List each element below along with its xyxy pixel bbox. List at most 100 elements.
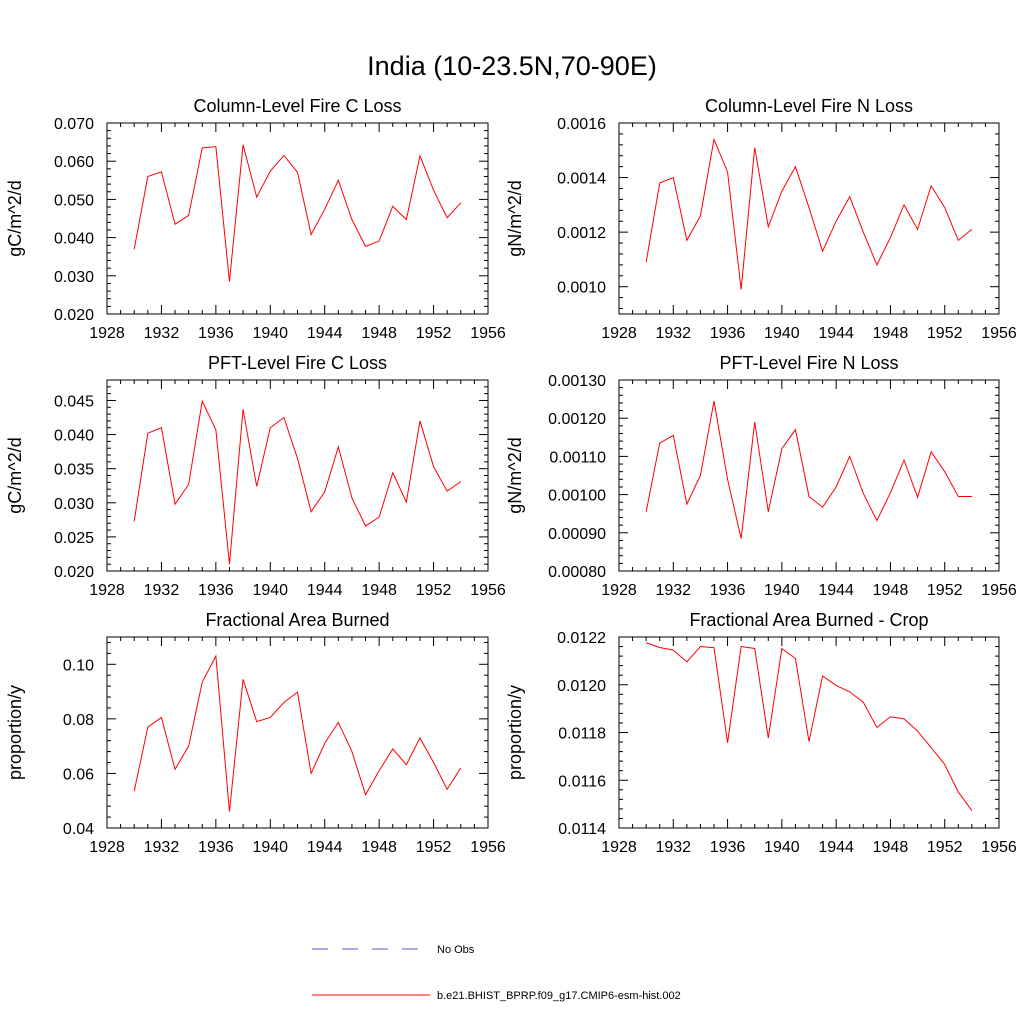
x-tick-label: 1948 (361, 325, 397, 342)
series-line (645, 642, 973, 811)
y-tick-label: 0.0118 (558, 726, 606, 743)
x-tick-label: 1956 (470, 582, 506, 599)
x-tick-label: 1944 (307, 839, 343, 856)
series-line (645, 400, 972, 539)
x-tick-label: 1956 (981, 582, 1017, 599)
x-tick-label: 1940 (764, 839, 800, 856)
x-tick-label: 1956 (470, 839, 506, 856)
y-axis-label: gC/m^2/d (5, 437, 25, 513)
y-tick-label: 0.00090 (548, 526, 606, 543)
y-tick-label: 0.045 (54, 393, 94, 410)
legend-model-label: b.e21.BHIST_BPRP.f09_g17.CMIP6-esm-hist.… (437, 990, 681, 1002)
y-tick-label: 0.0120 (557, 678, 606, 695)
x-tick-label: 1952 (927, 582, 963, 599)
x-tick-label: 1956 (981, 325, 1017, 342)
plot-frame (618, 379, 1000, 572)
y-tick-label: 0.10 (63, 657, 94, 674)
panel-title: PFT-Level Fire C Loss (208, 353, 387, 373)
figure-title: India (10-23.5N,70-90E) (367, 51, 657, 81)
y-tick-label: 0.030 (54, 269, 94, 286)
x-tick-label: 1936 (198, 325, 234, 342)
y-tick-label: 0.0114 (558, 821, 606, 838)
x-tick-label: 1928 (89, 839, 125, 856)
y-axis-label: gN/m^2/d (505, 437, 525, 513)
y-tick-label: 0.030 (54, 496, 94, 513)
x-tick-label: 1952 (927, 839, 963, 856)
panel-6: 1928 1932 1936 1940 1944 1948 1952 1956 0.0114 0.… (505, 610, 1017, 856)
y-tick-label: 0.0116 (558, 773, 606, 790)
series-line (133, 654, 462, 812)
x-tick-label: 1952 (416, 325, 452, 342)
x-tick-label: 1940 (764, 325, 800, 342)
x-tick-label: 1936 (198, 582, 234, 599)
series-line (133, 399, 462, 565)
y-tick-label: 0.00080 (548, 564, 606, 581)
y-tick-label: 0.0122 (557, 630, 606, 647)
x-tick-label: 1936 (710, 839, 746, 856)
panel-title: Fractional Area Burned (205, 610, 389, 630)
y-tick-label: 0.025 (54, 530, 94, 547)
x-tick-label: 1928 (601, 839, 637, 856)
x-tick-label: 1948 (361, 839, 397, 856)
x-tick-label: 1936 (710, 325, 746, 342)
x-tick-label: 1928 (89, 325, 125, 342)
y-tick-label: 0.020 (54, 307, 94, 324)
y-tick-label: 0.070 (54, 116, 94, 133)
panel-5: 1928 1932 1936 1940 1944 1948 1952 1956 0.04 0.06… (5, 610, 506, 856)
series-line (133, 144, 462, 282)
plot-frame (106, 379, 489, 572)
legend-obs-label: No Obs (437, 944, 475, 956)
x-tick-label: 1948 (873, 325, 909, 342)
y-tick-label: 0.0016 (557, 116, 606, 133)
y-tick-label: 0.08 (63, 712, 94, 729)
panel-title: PFT-Level Fire N Loss (719, 353, 898, 373)
x-tick-label: 1928 (601, 582, 637, 599)
x-tick-label: 1956 (470, 325, 506, 342)
x-tick-label: 1932 (144, 325, 180, 342)
x-tick-label: 1948 (873, 582, 909, 599)
y-tick-label: 0.00110 (549, 449, 606, 466)
x-tick-label: 1952 (416, 839, 452, 856)
y-tick-label: 0.00120 (548, 411, 606, 428)
legend: No Obs b.e21.BHIST_BPRP.f09_g17.CMIP6-es… (312, 944, 681, 1002)
y-axis-label: proportion/y (505, 685, 525, 780)
x-tick-label: 1936 (710, 582, 746, 599)
y-tick-label: 0.020 (54, 564, 94, 581)
x-tick-label: 1928 (89, 582, 125, 599)
panel-2: 1928 1932 1936 1940 1944 1948 1952 1956 0.0010 0.… (505, 96, 1017, 342)
plot-frame (618, 636, 1000, 829)
y-tick-label: 0.00100 (548, 488, 606, 505)
x-tick-label: 1948 (873, 839, 909, 856)
x-tick-label: 1944 (818, 325, 854, 342)
y-axis-label: gC/m^2/d (5, 180, 25, 256)
y-tick-label: 0.06 (63, 766, 94, 783)
x-tick-label: 1940 (252, 839, 288, 856)
x-tick-label: 1940 (252, 582, 288, 599)
plot-frame (106, 122, 489, 315)
panels: 1928 1932 1936 1940 1944 1948 1952 1956 0.020 0.0… (5, 96, 1017, 856)
panel-4: 1928 1932 1936 1940 1944 1948 1952 1956 0.00080 0… (505, 353, 1017, 599)
x-tick-label: 1932 (655, 325, 691, 342)
panel-title: Fractional Area Burned - Crop (689, 610, 928, 630)
y-axis-label: proportion/y (5, 685, 25, 780)
y-tick-label: 0.035 (54, 462, 94, 479)
x-tick-label: 1944 (307, 582, 343, 599)
plot-frame (618, 122, 1000, 315)
x-tick-label: 1944 (818, 582, 854, 599)
y-tick-label: 0.0012 (557, 225, 606, 242)
y-tick-label: 0.060 (54, 154, 94, 171)
x-tick-label: 1936 (198, 839, 234, 856)
y-tick-label: 0.0014 (557, 171, 606, 188)
x-tick-label: 1928 (601, 325, 637, 342)
x-tick-label: 1952 (927, 325, 963, 342)
y-tick-label: 0.040 (54, 231, 94, 248)
y-tick-label: 0.0010 (557, 280, 606, 297)
x-tick-label: 1932 (144, 582, 180, 599)
y-tick-label: 0.00130 (548, 373, 606, 390)
y-tick-label: 0.040 (54, 428, 94, 445)
x-tick-label: 1944 (307, 325, 343, 342)
x-tick-label: 1944 (818, 839, 854, 856)
panel-title: Column-Level Fire C Loss (193, 96, 401, 116)
plot-frame (106, 636, 489, 829)
